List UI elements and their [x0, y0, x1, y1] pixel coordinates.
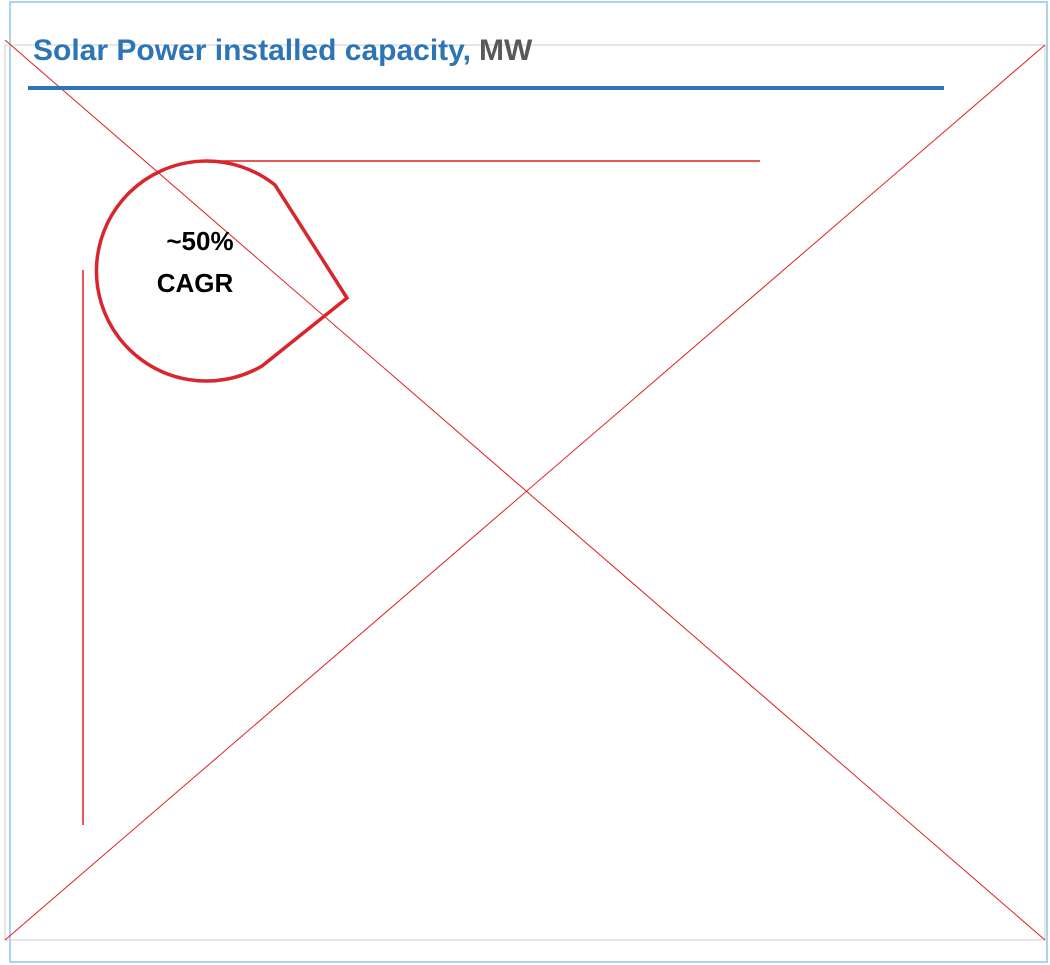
placeholder-frame — [4, 44, 1046, 941]
callout-shape — [94, 159, 350, 383]
slide-border — [9, 1, 1048, 963]
title-unit: MW — [479, 34, 533, 67]
callout-label: CAGR — [157, 268, 234, 298]
callout-value: ~50% — [166, 226, 233, 256]
title-text: Solar Power installed capacity, — [33, 34, 471, 67]
placeholder-cross — [4, 44, 1046, 941]
title: Solar Power installed capacity, MW — [33, 34, 533, 67]
placeholder-cross — [4, 39, 1046, 941]
